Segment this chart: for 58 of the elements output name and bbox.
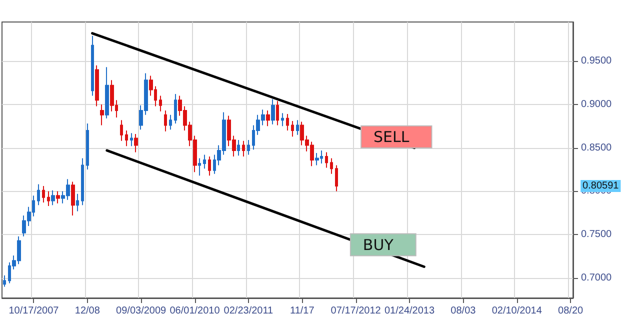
text: 0.80591 bbox=[582, 180, 620, 192]
x-tick-label: 11/17 bbox=[290, 306, 315, 316]
candlestick bbox=[203, 154, 206, 170]
x-tick-label: 08/03 bbox=[450, 306, 476, 316]
candlestick bbox=[169, 114, 172, 130]
candlestick bbox=[3, 274, 6, 288]
candlestick bbox=[95, 64, 99, 107]
x-tick-label: 10/17/2007 bbox=[8, 306, 60, 316]
x-tick-label: 02/23/2011 bbox=[224, 306, 274, 316]
candlestick bbox=[325, 152, 328, 168]
candlestick bbox=[291, 120, 294, 138]
y-tick-label: 0.7500 bbox=[581, 229, 612, 240]
y-tick-label: 0.9000 bbox=[581, 98, 612, 110]
candlestick bbox=[286, 114, 289, 131]
candlestick bbox=[296, 120, 299, 136]
candlestick bbox=[266, 110, 270, 127]
candlestick bbox=[37, 184, 40, 206]
candlestick bbox=[208, 156, 211, 176]
candlestick bbox=[330, 158, 333, 174]
candlestick bbox=[134, 133, 138, 153]
x-tick-label: 06/01/2010 bbox=[170, 306, 220, 316]
candlestick bbox=[47, 190, 50, 206]
candlestick bbox=[100, 104, 104, 126]
candlestick bbox=[242, 140, 245, 158]
candlestick bbox=[125, 130, 128, 147]
x-tick-label: 09/03/2009 bbox=[116, 306, 167, 316]
candlestick bbox=[56, 190, 60, 204]
y-tick-label: 0.8500 bbox=[581, 142, 612, 154]
x-tick-label: 12/08 bbox=[74, 306, 100, 316]
x-tick-label: 08/20 bbox=[558, 306, 584, 316]
candlestick bbox=[159, 95, 162, 112]
candlestick bbox=[120, 120, 123, 142]
candlestick bbox=[81, 158, 84, 206]
x-tick-label: 01/24/2013 bbox=[384, 306, 435, 316]
candlestick bbox=[271, 98, 275, 125]
candlestick bbox=[130, 132, 133, 147]
candlestick bbox=[174, 94, 177, 124]
candlestick bbox=[315, 152, 319, 166]
candlestick bbox=[91, 35, 94, 96]
candlestick bbox=[281, 112, 284, 127]
candlestick bbox=[51, 190, 55, 206]
candlestick bbox=[105, 66, 109, 119]
y-tick-label: 0.7000 bbox=[581, 272, 612, 284]
candlestick bbox=[42, 186, 45, 204]
x-tick-label: 07/17/2012 bbox=[330, 306, 382, 316]
candlestick bbox=[335, 164, 338, 192]
candlestick bbox=[276, 100, 279, 126]
candlestick bbox=[76, 193, 79, 212]
annotation: SELL bbox=[374, 128, 410, 146]
candlestick bbox=[164, 110, 167, 132]
candlestick bbox=[237, 140, 240, 156]
candlestick bbox=[86, 123, 89, 170]
annotation: BUY bbox=[362, 236, 394, 254]
candlestick bbox=[71, 181, 75, 216]
candlestick bbox=[247, 140, 250, 156]
x-tick-label: 02/10/2014 bbox=[492, 306, 542, 316]
candlestick bbox=[198, 158, 201, 176]
y-tick-label: 0.9500 bbox=[581, 56, 612, 67]
